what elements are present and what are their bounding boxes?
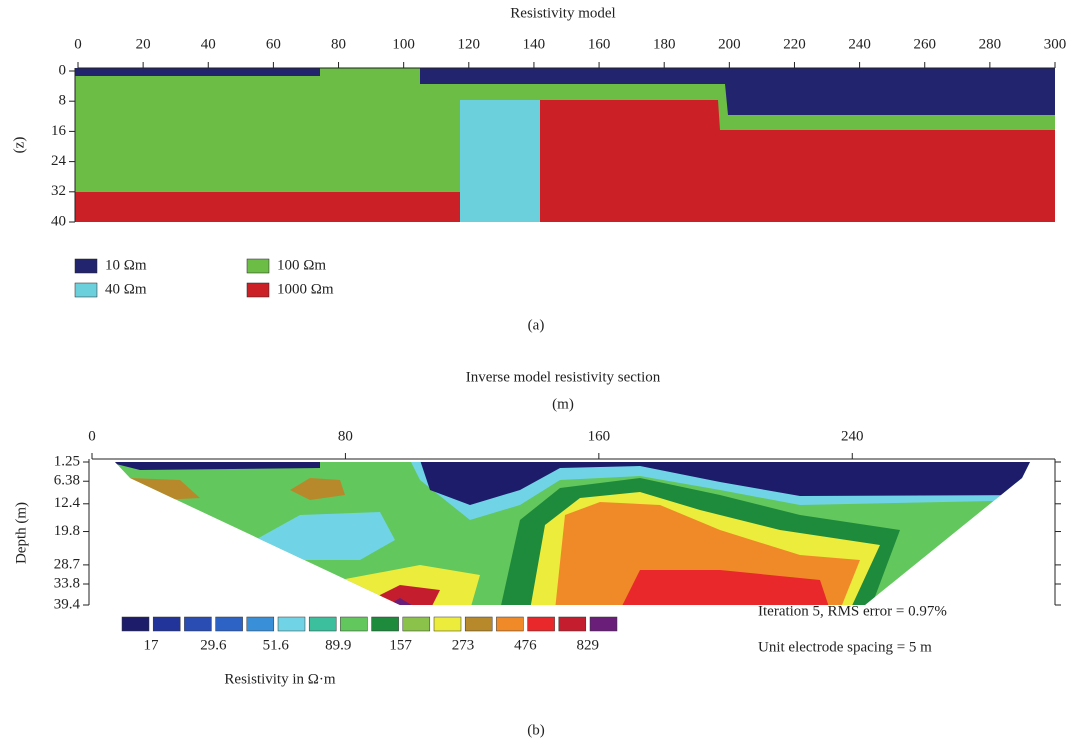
x-tick-label: 180: [653, 36, 676, 52]
legend-label: 40 Ωm: [105, 281, 147, 297]
x-tick-label: 100: [392, 36, 415, 52]
x-tick-label: 300: [1044, 36, 1067, 52]
x-tick-label: 220: [783, 36, 806, 52]
section-b: [115, 462, 1030, 605]
caption-a: (a): [528, 317, 545, 333]
colorbar-label: 476: [514, 637, 537, 653]
legend-swatch: [74, 258, 98, 274]
colorbar-swatch: [433, 616, 462, 632]
colorbar-swatch: [215, 616, 243, 632]
colorbar-swatch: [184, 616, 212, 632]
x-tick-label: 80: [331, 36, 346, 52]
colorbar-swatch: [589, 616, 618, 632]
colorbar-label: 273: [452, 637, 475, 653]
colorbar-label: 829: [577, 637, 600, 653]
legend-swatch: [74, 282, 98, 298]
legend-swatch: [246, 282, 270, 298]
colorbar-swatch: [121, 616, 150, 632]
y-tick-label: 1.25: [54, 453, 80, 469]
x-tick-label: 120: [458, 36, 481, 52]
x-tick-label: 200: [718, 36, 741, 52]
x-tick-label: 20: [136, 36, 151, 52]
y-label-a: (z): [11, 137, 27, 154]
legend-label: 10 Ωm: [105, 257, 147, 273]
colorbar-swatch: [371, 616, 399, 632]
colorbar-swatch: [402, 616, 431, 632]
y-tick-label: 39.4: [54, 596, 81, 612]
x-tick-label: 240: [841, 428, 864, 444]
y-tick-label: 16: [51, 123, 67, 139]
colorbar-label: 157: [389, 637, 412, 653]
x-tick-label: 40: [201, 36, 216, 52]
y-tick-label: 28.7: [54, 556, 81, 572]
y-tick-label: 19.8: [54, 523, 80, 539]
x-tick-label: 240: [848, 36, 871, 52]
x-tick-label: 140: [523, 36, 546, 52]
model-a: [75, 68, 1055, 222]
note: Iteration 5, RMS error = 0.97%: [758, 603, 947, 619]
x-tick-label: 0: [74, 36, 82, 52]
colorbar-swatch: [496, 616, 524, 632]
legend-label: 1000 Ωm: [277, 281, 334, 297]
colorbar-swatch: [527, 616, 555, 632]
colorbar-title: Resistivity in Ω·m: [224, 671, 335, 687]
x-tick-label: 0: [88, 428, 96, 444]
colorbar-swatch: [308, 616, 337, 632]
y-label-b: Depth (m): [13, 502, 29, 564]
y-tick-label: 0: [59, 62, 67, 78]
colorbar-swatch: [340, 616, 368, 632]
x-tick-label: 280: [979, 36, 1002, 52]
colorbar-swatch: [152, 616, 181, 632]
colorbar-label: 17: [144, 637, 160, 653]
colorbar-swatch: [277, 616, 306, 632]
note: Unit electrode spacing = 5 m: [758, 639, 932, 655]
y-tick-label: 32: [51, 183, 66, 199]
y-tick-label: 33.8: [54, 575, 80, 591]
colorbar-swatch: [246, 616, 275, 632]
title-a: Resistivity model: [510, 5, 615, 21]
y-tick-label: 24: [51, 153, 67, 169]
y-tick-label: 12.4: [54, 495, 81, 511]
x-tick-label: 160: [588, 36, 611, 52]
colorbar-label: 29.6: [200, 637, 227, 653]
x-tick-label: 60: [266, 36, 281, 52]
y-tick-label: 40: [51, 213, 66, 229]
y-tick-label: 8: [59, 93, 67, 109]
y-tick-label: 6.38: [54, 473, 80, 489]
x-tick-label: 260: [913, 36, 936, 52]
x-unit-b: (m): [552, 396, 574, 412]
legend-label: 100 Ωm: [277, 257, 326, 273]
legend-swatch: [246, 258, 270, 274]
caption-b: (b): [527, 722, 545, 738]
x-tick-label: 80: [338, 428, 353, 444]
colorbar-swatch: [558, 616, 587, 632]
colorbar-label: 89.9: [325, 637, 351, 653]
title-b: Inverse model resistivity section: [466, 369, 661, 385]
colorbar-swatch: [464, 616, 493, 632]
colorbar-label: 51.6: [263, 637, 290, 653]
x-tick-label: 160: [588, 428, 611, 444]
